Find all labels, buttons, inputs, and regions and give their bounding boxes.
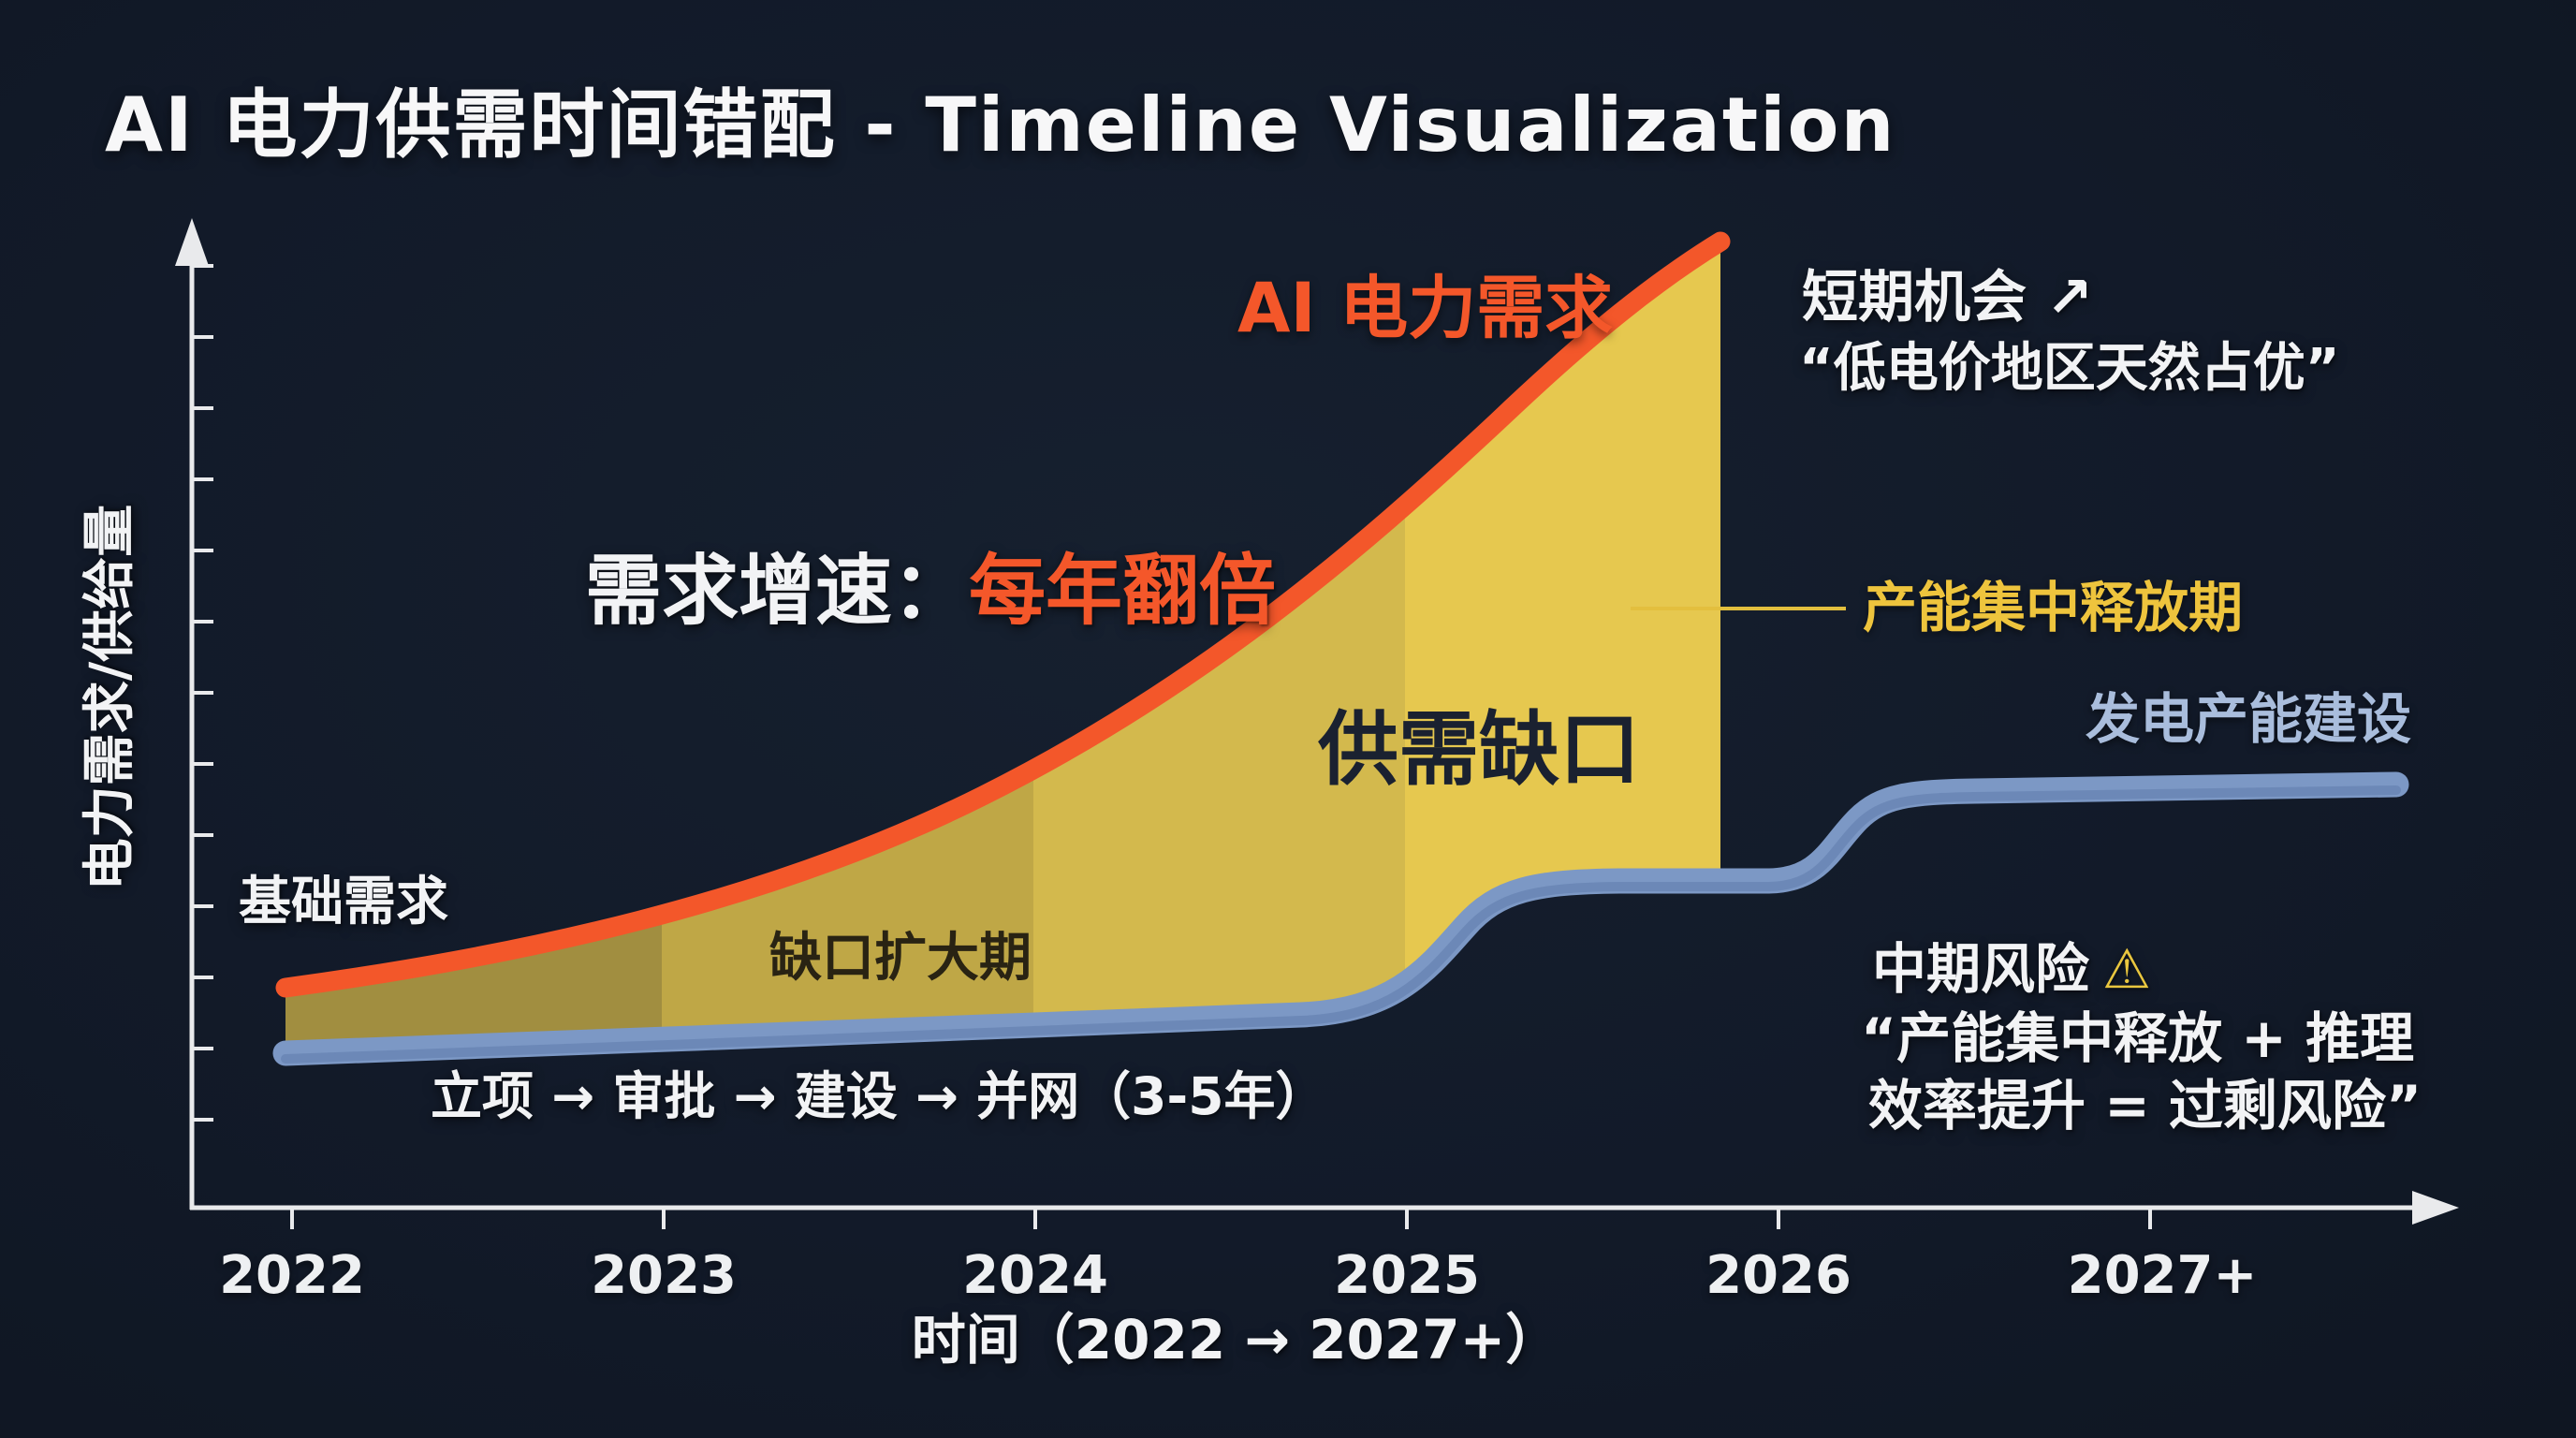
x-tick-2023: 2023 bbox=[591, 1245, 737, 1306]
y-axis bbox=[175, 218, 213, 1210]
warning-icon: ⚠ bbox=[2102, 937, 2152, 1001]
y-axis-label: 电力需求/供给量 bbox=[79, 504, 140, 891]
mid-term-risk-quote-line1: “产能集中释放 + 推理 bbox=[1861, 1006, 2415, 1070]
x-tick-2026: 2026 bbox=[1705, 1245, 1852, 1306]
demand-growth-highlight: 每年翻倍 bbox=[969, 547, 1277, 636]
page-title: AI 电力供需时间错配 - Timeline Visualization bbox=[105, 81, 1896, 169]
demand-growth-prefix: 需求增速： bbox=[585, 547, 970, 636]
mid-term-risk-text: 中期风险 bbox=[1872, 937, 2090, 1001]
demand-curve-label: AI 电力需求 bbox=[1237, 269, 1614, 348]
base-demand-label: 基础需求 bbox=[239, 872, 448, 932]
demand-growth-note: 需求增速：每年翻倍 bbox=[585, 547, 1277, 636]
mid-term-risk-quote-line2: 效率提升 = 过剩风险” bbox=[1868, 1074, 2422, 1137]
construction-pipeline-label: 立项 → 审批 → 建设 → 并网（3-5年） bbox=[431, 1066, 1327, 1126]
supply-curve-label: 发电产能建设 bbox=[2086, 687, 2412, 751]
x-tick-2022: 2022 bbox=[219, 1245, 365, 1306]
supply-demand-gap-label: 供需缺口 bbox=[1318, 703, 1640, 797]
short-term-opportunity-quote: “低电价地区天然占优” bbox=[1799, 338, 2340, 399]
x-tick-2027plus: 2027+ bbox=[2067, 1245, 2258, 1306]
gap-widening-phase-label: 缺口扩大期 bbox=[769, 928, 1032, 989]
x-axis-title: 时间（2022 → 2027+） bbox=[911, 1308, 1560, 1372]
supply-curve-shade bbox=[281, 785, 2401, 1064]
demand-curve bbox=[275, 231, 1731, 998]
x-tick-2024: 2024 bbox=[962, 1245, 1108, 1306]
capacity-release-label: 产能集中释放期 bbox=[1863, 576, 2244, 639]
x-tick-2025: 2025 bbox=[1334, 1245, 1480, 1306]
short-term-opportunity-title: 短期机会 ↗ bbox=[1802, 265, 2094, 330]
mid-term-risk-title: 中期风险 ⚠ bbox=[1872, 938, 2151, 1001]
x-axis bbox=[190, 1191, 2459, 1229]
